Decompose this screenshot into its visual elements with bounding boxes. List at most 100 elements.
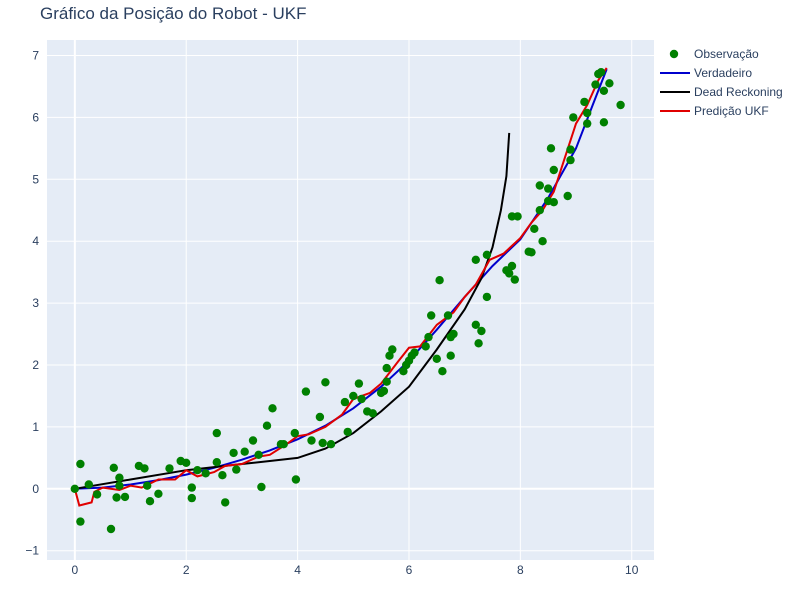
point-observacao	[530, 224, 539, 233]
point-observacao	[301, 387, 311, 396]
point-observacao	[76, 517, 85, 526]
point-observacao	[106, 524, 116, 534]
legend-item-dead-reckoning[interactable]: Dead Reckoning	[660, 85, 783, 99]
grid	[47, 40, 654, 560]
x-tick-label: 0	[72, 563, 79, 577]
point-observacao	[449, 329, 458, 339]
point-observacao	[257, 482, 266, 492]
point-observacao	[307, 436, 316, 445]
legend-item-verdadeiro[interactable]: Verdadeiro	[660, 66, 752, 80]
point-observacao	[232, 465, 241, 474]
x-tick-label: 8	[517, 563, 524, 577]
x-tick-label: 10	[625, 563, 639, 577]
point-observacao	[424, 332, 433, 342]
point-observacao	[187, 483, 196, 492]
point-observacao	[566, 145, 575, 154]
point-observacao	[583, 119, 592, 128]
point-observacao	[315, 412, 325, 422]
plot-area	[47, 40, 654, 560]
point-observacao	[140, 464, 149, 473]
point-observacao	[340, 397, 350, 407]
point-observacao	[109, 463, 119, 472]
point-observacao	[505, 269, 514, 278]
point-observacao	[70, 484, 80, 493]
point-observacao	[438, 367, 447, 376]
point-observacao	[605, 79, 614, 88]
point-observacao	[268, 404, 277, 413]
point-observacao	[321, 378, 330, 387]
point-observacao	[580, 97, 589, 107]
point-observacao	[187, 493, 196, 503]
y-tick-label: 3	[32, 296, 39, 310]
point-observacao	[527, 248, 536, 257]
point-observacao	[482, 292, 492, 302]
point-observacao	[229, 448, 238, 458]
point-observacao	[84, 480, 94, 489]
point-observacao	[482, 250, 492, 259]
point-observacao	[513, 212, 522, 221]
point-observacao	[212, 428, 221, 438]
legend[interactable]: Observação Verdadeiro Dead Reckoning Prediç…	[660, 47, 783, 118]
point-observacao	[349, 391, 358, 401]
point-observacao	[279, 440, 288, 449]
point-observacao	[240, 447, 249, 456]
point-observacao	[145, 497, 155, 506]
point-observacao	[471, 320, 480, 329]
point-observacao	[182, 458, 191, 467]
point-observacao	[535, 206, 544, 215]
point-observacao	[583, 108, 592, 118]
point-observacao	[221, 498, 230, 507]
y-tick-label: 0	[32, 482, 39, 496]
point-observacao	[388, 345, 397, 354]
point-observacao	[92, 490, 102, 499]
point-observacao	[544, 184, 553, 193]
legend-marker	[669, 49, 679, 59]
x-tick-label: 2	[183, 563, 190, 577]
legend-item-predicao-ukf[interactable]: Predição UKF	[660, 104, 769, 118]
point-observacao	[538, 237, 547, 246]
point-observacao	[76, 459, 85, 469]
point-observacao	[591, 80, 600, 89]
point-observacao	[115, 481, 124, 490]
y-tick-label: 5	[32, 172, 39, 186]
legend-label: Predição UKF	[694, 104, 769, 118]
point-observacao	[507, 261, 517, 271]
x-tick-label: 4	[294, 563, 301, 577]
y-tick-label: 7	[32, 48, 39, 62]
point-observacao	[616, 100, 625, 110]
point-observacao	[120, 492, 130, 502]
point-observacao	[477, 326, 486, 336]
point-observacao	[254, 450, 263, 459]
point-observacao	[201, 469, 210, 478]
point-observacao	[212, 458, 221, 467]
legend-label: Dead Reckoning	[694, 85, 783, 99]
point-observacao	[535, 181, 544, 190]
x-axis-ticks: 0 2 4 6 8 10	[72, 563, 639, 577]
point-observacao	[549, 198, 558, 207]
legend-label: Observação	[694, 47, 759, 61]
point-observacao	[566, 155, 575, 165]
point-observacao	[435, 276, 444, 285]
point-observacao	[549, 165, 558, 175]
point-observacao	[357, 394, 366, 404]
point-observacao	[262, 421, 272, 430]
point-observacao	[343, 427, 352, 437]
point-observacao	[427, 311, 436, 320]
point-observacao	[154, 489, 163, 498]
point-observacao	[421, 342, 430, 351]
point-observacao	[563, 191, 572, 201]
point-observacao	[379, 386, 389, 396]
series-line-predicao-ukf	[73, 67, 608, 507]
point-observacao	[596, 68, 606, 77]
point-observacao	[410, 348, 419, 357]
point-observacao	[248, 436, 258, 445]
point-observacao	[112, 493, 121, 502]
legend-label: Verdadeiro	[694, 66, 752, 80]
point-observacao	[326, 440, 336, 449]
legend-item-observacao[interactable]: Observação	[669, 47, 759, 61]
y-tick-label: 6	[32, 110, 39, 124]
point-observacao	[165, 464, 174, 473]
series-layer	[70, 67, 625, 534]
point-observacao	[382, 363, 391, 373]
